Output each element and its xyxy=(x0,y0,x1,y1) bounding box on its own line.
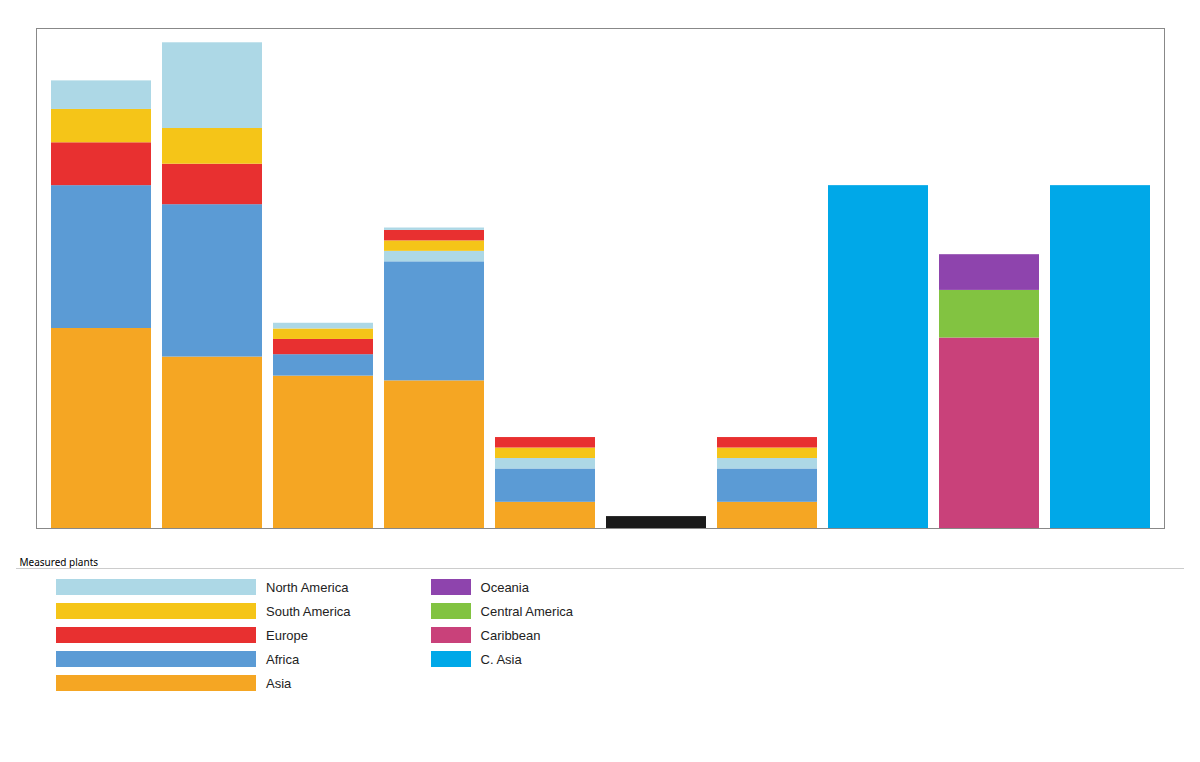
html-text:Caribbean: Caribbean xyxy=(480,627,541,643)
html-text:C. Asia: C. Asia xyxy=(480,651,522,667)
svg-text:Measured plants: Measured plants xyxy=(20,555,99,569)
html-text:Africa: Africa xyxy=(266,651,300,667)
html-text:Europe: Europe xyxy=(266,627,308,643)
html-text:Asia: Asia xyxy=(266,675,292,691)
html-text:North America: North America xyxy=(266,579,349,595)
html-text:South America: South America xyxy=(266,603,351,619)
html-text:Oceania: Oceania xyxy=(480,579,529,595)
html-text:Central America: Central America xyxy=(480,603,573,619)
